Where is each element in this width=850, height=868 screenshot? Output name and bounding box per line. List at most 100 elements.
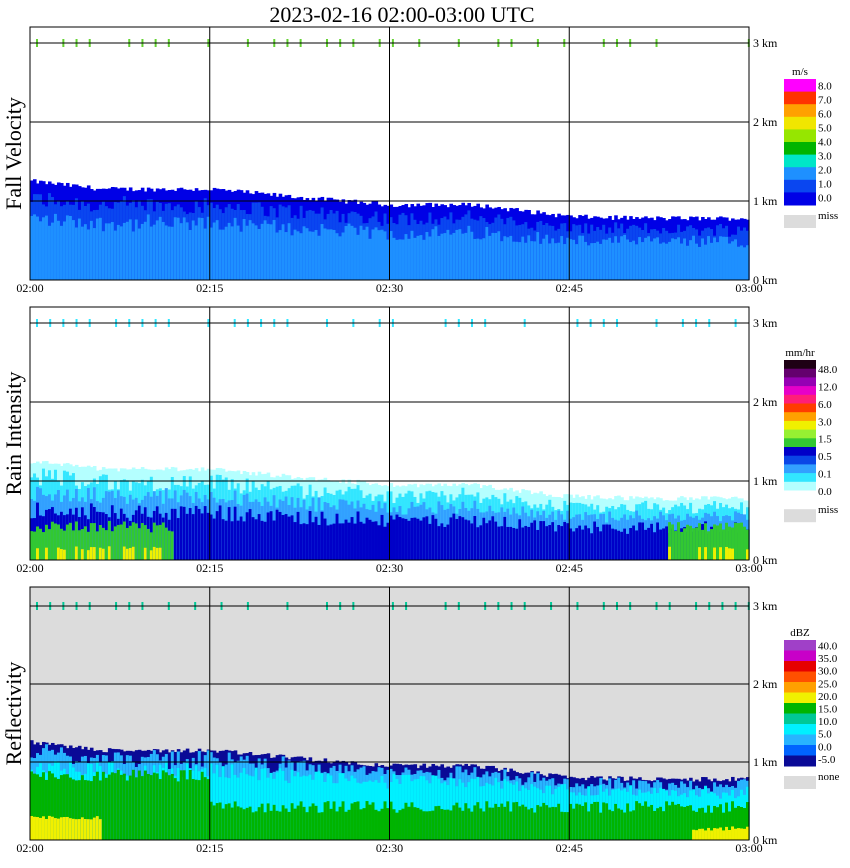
y-tick-label: 2 km bbox=[753, 115, 778, 129]
panels-group: 02:00 02:15 02:30 02:45 03:000 km1 km2 km3 k… bbox=[1, 26, 840, 855]
colorbar-swatch bbox=[784, 154, 816, 168]
colorbar-swatch bbox=[784, 692, 816, 704]
plot-frame bbox=[29, 586, 750, 841]
colorbar: m/s 8.0 7.0 6.0 5.0 4.0 3.0 2.0 1.0 0.0 miss bbox=[784, 66, 838, 228]
panel-ylabel: Rain Intensity bbox=[1, 371, 26, 495]
colorbar-label: 3.0 bbox=[818, 416, 832, 428]
x-tick-label: 03:00 bbox=[735, 561, 762, 575]
x-tick-label: 03:00 bbox=[735, 841, 762, 855]
colorbar-swatch bbox=[784, 671, 816, 683]
colorbar-swatch bbox=[784, 429, 816, 439]
colorbar-swatch bbox=[784, 464, 816, 474]
colorbar-swatch bbox=[784, 661, 816, 672]
colorbar-swatch bbox=[784, 167, 816, 181]
colorbar-swatch bbox=[784, 360, 816, 370]
colorbar: dBZ 40.035.030.025.020.015.010.05.00.0-5.… bbox=[784, 627, 840, 789]
colorbar-label: 3.0 bbox=[818, 151, 832, 163]
x-tick-label: 02:30 bbox=[376, 841, 403, 855]
colorbar-swatch bbox=[784, 79, 816, 93]
colorbar-swatch bbox=[784, 455, 816, 465]
colorbar-swatch bbox=[784, 104, 816, 118]
colorbar-swatch bbox=[784, 734, 816, 746]
colorbar-label: 8.0 bbox=[818, 81, 832, 93]
plot-frame bbox=[29, 306, 750, 561]
echo-field bbox=[30, 740, 750, 840]
y-tick-label: 0 km bbox=[753, 273, 778, 287]
colorbar-unit: dBZ bbox=[790, 627, 810, 639]
x-tick-label: 02:00 bbox=[16, 281, 43, 295]
panel-reflectivity: 02:00 02:15 02:30 02:45 03:000 km 1 km 2 km 3 k… bbox=[1, 586, 840, 855]
panel-fall-velocity: 02:00 02:15 02:30 02:45 03:000 km 1 km 2 km 3 k… bbox=[1, 26, 838, 295]
colorbar-label: 6.0 bbox=[818, 399, 832, 411]
x-tick-label: 02:30 bbox=[376, 561, 403, 575]
colorbar-label: 6.0 bbox=[818, 109, 832, 121]
y-tick-label: 0 km bbox=[753, 553, 778, 567]
colorbar-missing-label: none bbox=[818, 771, 840, 783]
colorbar-label: -5.0 bbox=[818, 754, 836, 766]
colorbar-swatch bbox=[784, 481, 816, 491]
colorbar-missing-swatch bbox=[784, 776, 816, 789]
colorbar-swatch bbox=[784, 640, 816, 651]
colorbar-swatch bbox=[784, 755, 816, 767]
colorbar-swatch bbox=[784, 377, 816, 387]
x-tick-label: 02:45 bbox=[556, 841, 583, 855]
x-tick-label: 02:15 bbox=[196, 561, 223, 575]
colorbar-swatch bbox=[784, 129, 816, 143]
colorbar-swatch bbox=[784, 403, 816, 413]
colorbar-swatch bbox=[784, 713, 816, 725]
colorbar-label: 7.0 bbox=[818, 95, 832, 107]
y-tick-label: 1 km bbox=[753, 474, 778, 488]
y-tick-label: 3 km bbox=[753, 36, 778, 50]
colorbar-label: 0.1 bbox=[818, 468, 832, 480]
colorbar-label: 15.0 bbox=[818, 703, 838, 715]
echo-field bbox=[30, 461, 750, 560]
colorbar-unit: mm/hr bbox=[785, 347, 815, 359]
colorbar-swatch bbox=[784, 116, 816, 130]
colorbar-label: 0.0 bbox=[818, 486, 832, 498]
colorbar-label: 0.0 bbox=[818, 193, 832, 205]
y-tick-label: 3 km bbox=[753, 599, 778, 613]
y-tick-label: 3 km bbox=[753, 316, 778, 330]
panel-rain-intensity: 02:00 02:15 02:30 02:45 03:000 km 1 km 2 km 3 k… bbox=[1, 306, 838, 575]
grid bbox=[29, 587, 750, 840]
colorbar-missing-swatch bbox=[784, 215, 816, 228]
y-tick-label: 0 km bbox=[753, 833, 778, 847]
plot-frame bbox=[29, 26, 750, 281]
x-tick-label: 02:00 bbox=[16, 561, 43, 575]
x-tick-label: 02:30 bbox=[376, 281, 403, 295]
colorbar-swatch bbox=[784, 412, 816, 422]
colorbar-label: 5.0 bbox=[818, 123, 832, 135]
colorbar-label: 30.0 bbox=[818, 666, 838, 678]
colorbar-label: 48.0 bbox=[818, 364, 838, 376]
x-tick-label: 03:00 bbox=[735, 281, 762, 295]
colorbar-label: 5.0 bbox=[818, 729, 832, 741]
colorbar-label: 25.0 bbox=[818, 678, 838, 690]
colorbar-label: 0.0 bbox=[818, 741, 832, 753]
panel-ylabel: Fall Velocity bbox=[1, 97, 26, 210]
colorbar-swatch bbox=[784, 682, 816, 693]
x-tick-label: 02:45 bbox=[556, 281, 583, 295]
echo-field bbox=[30, 179, 750, 280]
colorbar-label: 20.0 bbox=[818, 691, 838, 703]
colorbar-label: 4.0 bbox=[818, 137, 832, 149]
colorbar-swatch bbox=[784, 745, 816, 756]
colorbar-label: 10.0 bbox=[818, 716, 838, 728]
colorbar-label: 2.0 bbox=[818, 165, 832, 177]
colorbar-swatch bbox=[784, 420, 816, 431]
colorbar-missing-swatch bbox=[784, 509, 816, 523]
y-tick-label: 1 km bbox=[753, 755, 778, 769]
colorbar-swatch bbox=[784, 438, 816, 448]
colorbar-swatch bbox=[784, 386, 816, 396]
x-tick-label: 02:15 bbox=[196, 841, 223, 855]
colorbar-swatch bbox=[784, 192, 816, 206]
panel-ylabel: Reflectivity bbox=[1, 662, 26, 766]
x-tick-label: 02:45 bbox=[556, 561, 583, 575]
colorbar-swatch bbox=[784, 368, 816, 378]
colorbar-swatch bbox=[784, 490, 816, 500]
colorbar-swatch bbox=[784, 650, 816, 662]
colorbar-label: 1.0 bbox=[818, 179, 832, 191]
x-tick-label: 02:00 bbox=[16, 841, 43, 855]
colorbar-swatch bbox=[784, 473, 816, 483]
colorbar-swatch bbox=[784, 724, 816, 735]
